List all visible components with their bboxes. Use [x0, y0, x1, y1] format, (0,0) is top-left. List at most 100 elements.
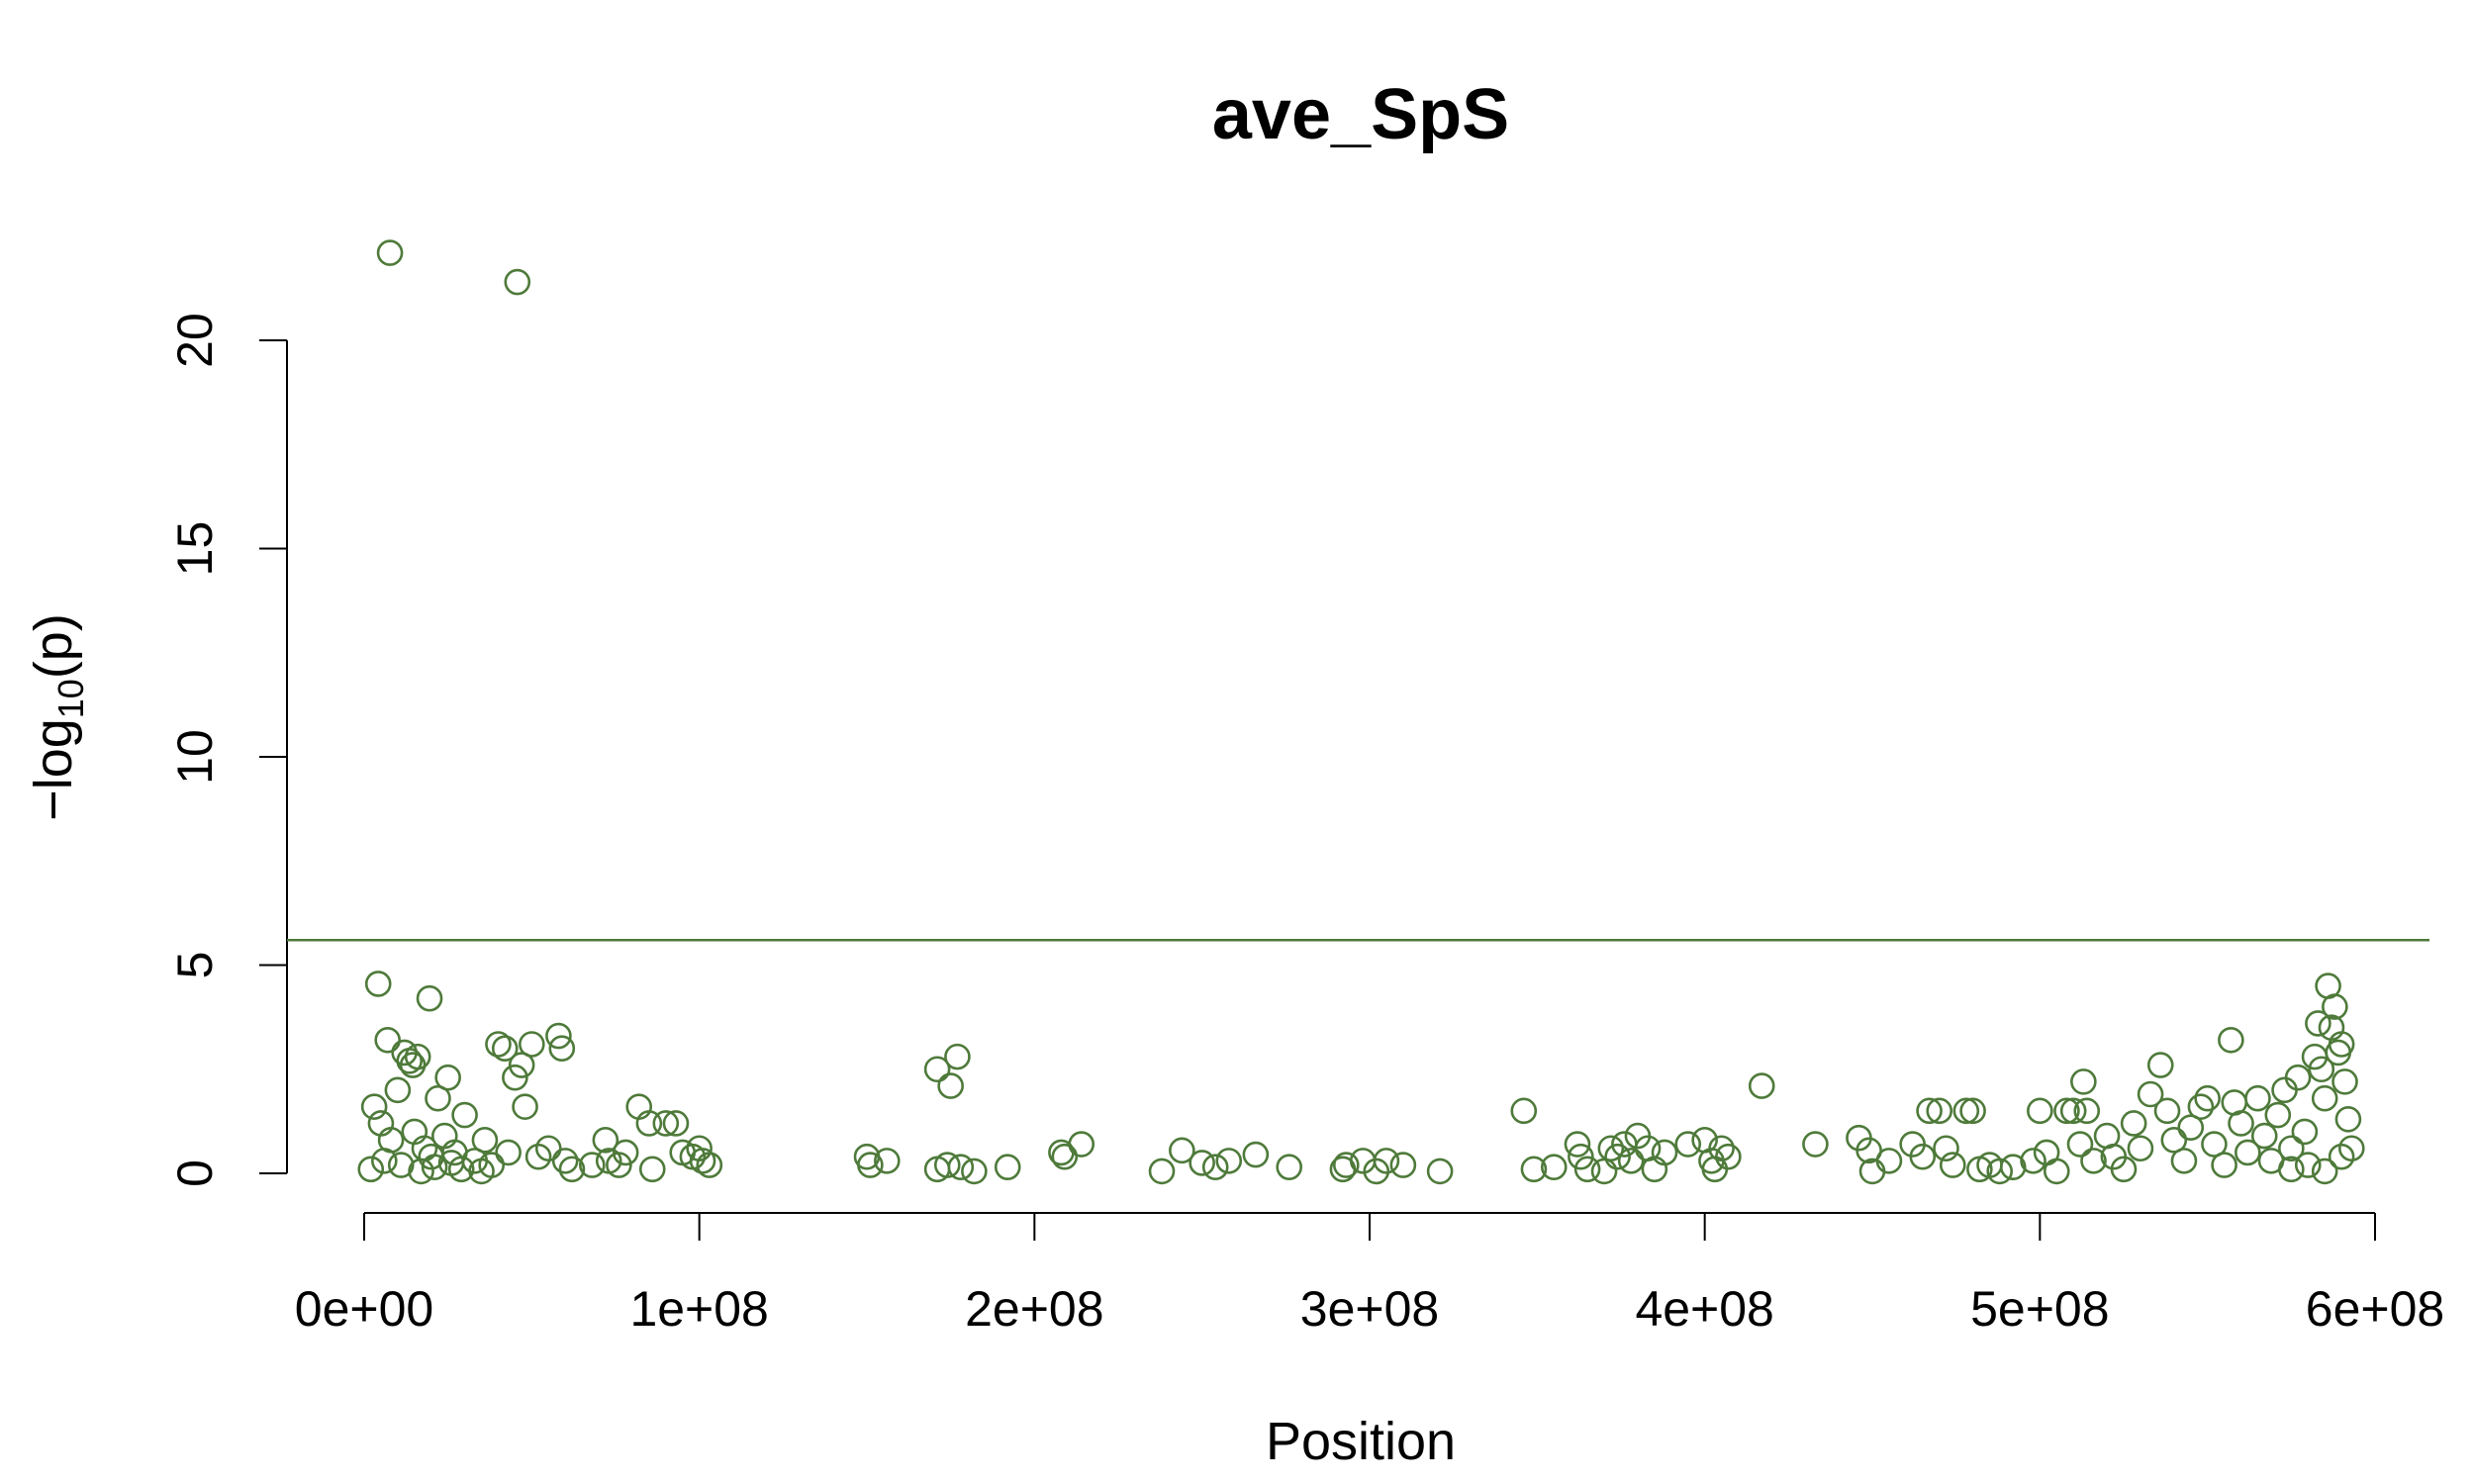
x-tick-label: 2e+08	[965, 1281, 1103, 1337]
data-point	[635, 1110, 663, 1137]
data-point	[534, 1135, 562, 1162]
data-point	[2311, 1084, 2338, 1112]
data-point	[592, 1127, 619, 1154]
data-point	[1604, 1143, 1631, 1170]
data-point	[1802, 1131, 1829, 1158]
x-tick-label: 3e+08	[1300, 1281, 1439, 1337]
x-axis-label: Position	[1266, 1412, 1456, 1471]
data-point	[491, 1035, 519, 1062]
data-point	[1148, 1158, 1176, 1185]
data-point	[1568, 1143, 1594, 1170]
data-point	[2187, 1093, 2215, 1120]
y-axis-label-suffix: (p)	[24, 613, 83, 679]
data-point	[551, 1148, 579, 1174]
data-point	[1573, 1156, 1601, 1183]
data-point	[2201, 1131, 2228, 1158]
y-axis-label: −log10(p)	[24, 613, 91, 821]
data-point	[2120, 1110, 2147, 1137]
data-point	[1916, 1097, 1943, 1125]
data-point	[1201, 1154, 1229, 1180]
data-point	[689, 1148, 716, 1174]
data-point	[638, 1156, 666, 1183]
data-point	[1540, 1154, 1568, 1180]
y-tick-label: 5	[167, 952, 223, 979]
data-point	[1674, 1131, 1702, 1158]
y-tick-label: 15	[167, 521, 223, 577]
data-point	[1926, 1097, 1953, 1125]
y-axis-ticks: 0 5 10 15 20	[167, 313, 287, 1187]
data-point	[1748, 1072, 1775, 1099]
data-point	[2218, 1026, 2244, 1054]
data-point	[1332, 1152, 1360, 1178]
data-point	[1856, 1137, 1882, 1164]
data-point	[606, 1152, 632, 1178]
data-point	[447, 1156, 475, 1183]
data-point	[2328, 1143, 2355, 1170]
x-axis-ticks: 0e+00 1e+08 2e+08 3e+08 4e+08 5e+08 6e+08	[295, 1213, 2444, 1337]
data-point	[612, 1139, 639, 1166]
data-point	[2127, 1135, 2154, 1162]
data-point	[504, 268, 531, 296]
data-point	[425, 1084, 451, 1112]
data-point	[2244, 1084, 2271, 1112]
data-point	[2053, 1097, 2080, 1125]
data-point	[2328, 1031, 2355, 1058]
data-point	[2278, 1156, 2305, 1183]
data-point	[1276, 1154, 1303, 1180]
x-tick-label: 6e+08	[2306, 1281, 2444, 1337]
data-point	[548, 1035, 576, 1062]
data-point	[2153, 1097, 2181, 1125]
data-point	[2278, 1135, 2305, 1162]
data-point	[1068, 1131, 1095, 1158]
data-point	[652, 1110, 680, 1137]
data-point	[2073, 1097, 2101, 1125]
data-point	[2305, 1010, 2331, 1037]
data-point	[2271, 1076, 2298, 1104]
y-tick-label: 0	[167, 1159, 223, 1187]
data-point	[994, 1154, 1021, 1180]
data-point	[857, 1152, 884, 1178]
data-point	[2170, 1148, 2198, 1174]
data-point	[2146, 1052, 2174, 1078]
data-point	[2322, 993, 2348, 1020]
data-point	[434, 1064, 461, 1091]
data-point	[374, 1026, 402, 1054]
data-point	[2066, 1131, 2094, 1158]
data-points	[357, 239, 2365, 1185]
data-point	[2294, 1152, 2322, 1178]
data-point	[1389, 1152, 1417, 1178]
data-point	[2194, 1084, 2221, 1112]
data-point	[1651, 1139, 1678, 1166]
data-point	[1520, 1156, 1548, 1183]
data-point	[421, 1154, 448, 1180]
data-point	[2160, 1127, 2188, 1154]
data-point	[1564, 1131, 1591, 1158]
data-point	[2137, 1080, 2164, 1108]
data-point	[696, 1152, 723, 1178]
data-point	[2250, 1122, 2278, 1150]
data-point	[468, 1158, 495, 1185]
data-point	[2027, 1097, 2053, 1125]
data-point	[1051, 1143, 1079, 1170]
data-point	[1617, 1148, 1645, 1174]
data-point	[2311, 1158, 2338, 1185]
data-point	[519, 1031, 545, 1058]
data-point	[1939, 1152, 1966, 1178]
data-point	[384, 1076, 412, 1104]
data-point	[387, 1152, 415, 1178]
data-point	[2228, 1110, 2254, 1137]
data-point	[364, 971, 392, 997]
data-point	[1373, 1148, 1400, 1174]
data-point	[1242, 1141, 1270, 1168]
data-point	[944, 1043, 971, 1070]
data-point	[1999, 1154, 2027, 1180]
data-point	[874, 1148, 901, 1174]
data-point	[404, 1043, 431, 1070]
data-point	[662, 1110, 690, 1137]
data-point	[360, 1093, 388, 1120]
data-point	[2110, 1156, 2138, 1183]
data-point	[2264, 1101, 2292, 1129]
data-point	[2033, 1139, 2060, 1166]
data-point	[2211, 1152, 2237, 1178]
